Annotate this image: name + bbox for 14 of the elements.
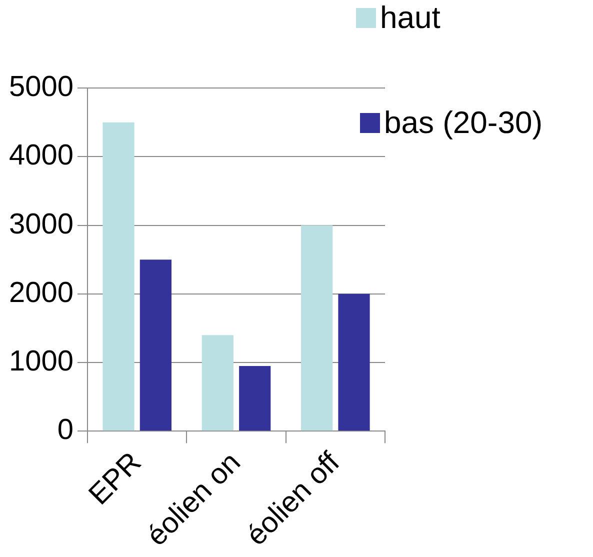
bar bbox=[202, 335, 234, 431]
bar bbox=[338, 294, 370, 431]
legend-label: haut bbox=[380, 0, 440, 36]
y-tick-label: 0 bbox=[57, 414, 74, 446]
y-tick-label: 3000 bbox=[9, 208, 74, 240]
y-tick-label: 5000 bbox=[9, 71, 74, 103]
bar bbox=[140, 260, 172, 431]
bar bbox=[102, 122, 134, 431]
legend-label: bas (20-30) bbox=[384, 105, 543, 141]
bar bbox=[239, 366, 271, 431]
y-tick-label: 4000 bbox=[9, 140, 74, 172]
bar bbox=[301, 225, 333, 431]
y-tick-label: 2000 bbox=[9, 276, 74, 309]
y-tick-label: 1000 bbox=[9, 346, 74, 378]
